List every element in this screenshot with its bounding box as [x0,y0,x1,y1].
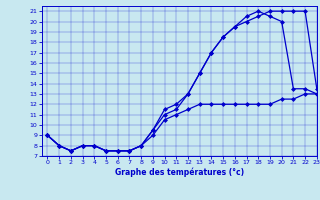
X-axis label: Graphe des températures (°c): Graphe des températures (°c) [115,168,244,177]
